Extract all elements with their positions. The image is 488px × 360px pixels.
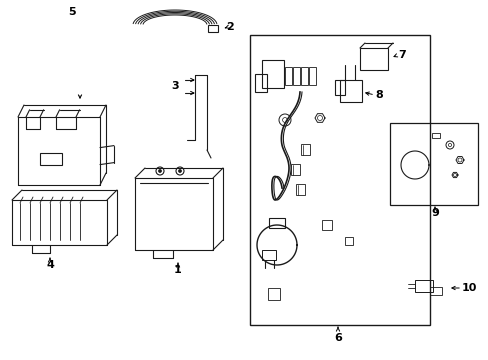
Bar: [262, 60, 284, 88]
Text: 10: 10: [461, 283, 476, 293]
Text: 7: 7: [397, 50, 405, 60]
Text: 9: 9: [430, 208, 438, 218]
Bar: [254, 74, 266, 92]
Bar: [345, 237, 352, 245]
Bar: [207, 25, 218, 32]
Text: 5: 5: [68, 7, 76, 17]
Text: 1: 1: [174, 265, 182, 275]
Bar: [301, 67, 307, 85]
Circle shape: [178, 170, 181, 172]
Bar: [334, 80, 345, 95]
Bar: [414, 280, 432, 292]
Bar: [40, 153, 62, 165]
Circle shape: [158, 170, 161, 172]
Text: 4: 4: [46, 260, 54, 270]
Bar: [321, 220, 331, 230]
Text: 2: 2: [225, 22, 233, 32]
Text: 3: 3: [171, 81, 179, 91]
Text: 6: 6: [333, 333, 341, 343]
Bar: [285, 67, 291, 85]
Bar: [290, 164, 299, 175]
Bar: [359, 48, 387, 70]
Bar: [292, 67, 299, 85]
Bar: [308, 67, 315, 85]
Bar: [262, 250, 275, 260]
Bar: [339, 80, 361, 102]
Bar: [429, 287, 441, 295]
Bar: [431, 133, 439, 138]
Text: 8: 8: [374, 90, 382, 100]
Bar: [295, 184, 305, 195]
Bar: [249, 35, 429, 325]
Bar: [268, 218, 285, 228]
Bar: [301, 144, 309, 155]
Bar: [389, 123, 477, 205]
Bar: [267, 288, 280, 300]
